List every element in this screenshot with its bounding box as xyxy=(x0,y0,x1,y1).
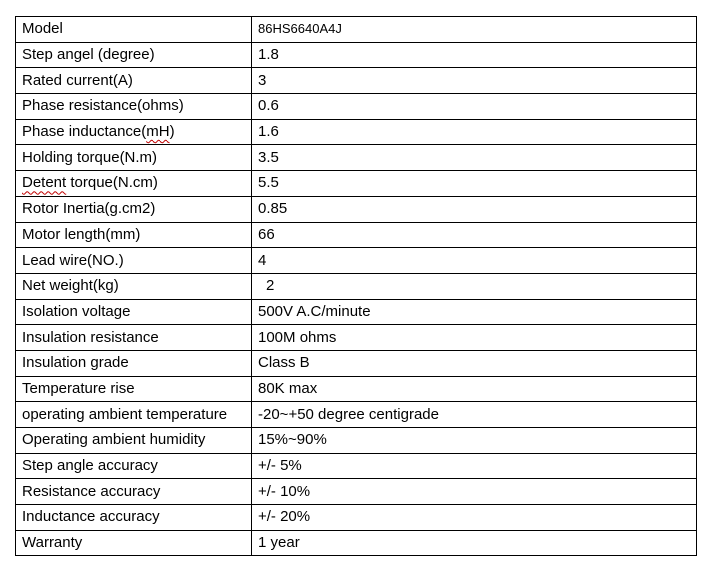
table-row: Holding torque(N.m) 3.5 xyxy=(15,144,697,172)
spec-label: Step angle accuracy xyxy=(15,452,252,480)
table-row: Lead wire(NO.) 4 xyxy=(15,247,697,274)
spec-value: 0.85 xyxy=(251,195,697,223)
spec-value: 500V A.C/minute xyxy=(251,298,697,326)
spec-value: 3.5 xyxy=(251,144,697,172)
spellcheck-underlined-word: Detent xyxy=(22,174,67,192)
table-row: Insulation resistance 100M ohms xyxy=(15,324,697,351)
spec-label: Detent torque(N.cm) xyxy=(15,170,252,197)
spec-value: +/- 5% xyxy=(251,452,697,480)
spec-value: 5.5 xyxy=(251,170,697,197)
table-row: Detent torque(N.cm) 5.5 xyxy=(15,170,697,197)
spec-label: operating ambient temperature xyxy=(15,401,252,428)
table-row: Resistance accuracy +/- 10% xyxy=(15,478,697,506)
spellcheck-underlined-word: mH xyxy=(146,123,170,141)
spec-value: 3 xyxy=(251,67,697,95)
spec-label-part: ) xyxy=(169,123,175,141)
spec-value: Class B xyxy=(251,349,697,377)
spec-value: 4 xyxy=(251,247,697,274)
table-row: Rotor Inertia(g.cm2) 0.85 xyxy=(15,195,697,223)
spec-value: 80K max xyxy=(251,375,697,403)
spec-label-part: torque(N.cm) xyxy=(66,174,158,192)
spec-label: Rotor Inertia(g.cm2) xyxy=(15,195,252,223)
spec-label: Temperature rise xyxy=(15,375,252,403)
table-row: Inductance accuracy +/- 20% xyxy=(15,504,697,531)
spec-label: Isolation voltage xyxy=(15,298,252,326)
spec-label: Holding torque(N.m) xyxy=(15,144,252,172)
spec-value: 1 year xyxy=(251,529,697,557)
spec-label: Insulation resistance xyxy=(15,324,252,351)
table-row: Phase resistance(ohms) 0.6 xyxy=(15,93,697,120)
spec-label: Resistance accuracy xyxy=(15,478,252,506)
spec-value: 1.6 xyxy=(251,118,697,146)
table-row: Isolation voltage 500V A.C/minute xyxy=(15,298,697,326)
spec-value: 100M ohms xyxy=(251,324,697,351)
table-row: Phase inductance(mH) 1.6 xyxy=(15,118,697,146)
table-row: Model 86HS6640A4J xyxy=(15,16,697,43)
table-row: operating ambient temperature -20~+50 de… xyxy=(15,401,697,428)
table-row: Insulation grade Class B xyxy=(15,349,697,377)
spec-value: -20~+50 degree centigrade xyxy=(251,401,697,428)
table-row: Operating ambient humidity 15%~90% xyxy=(15,427,697,454)
spec-label: Phase resistance(ohms) xyxy=(15,93,252,120)
spec-label: Model xyxy=(15,16,252,43)
spec-value: +/- 10% xyxy=(251,478,697,506)
spec-label: Rated current(A) xyxy=(15,67,252,95)
table-row: Rated current(A) 3 xyxy=(15,67,697,95)
spec-label: Phase inductance(mH) xyxy=(15,118,252,146)
spec-label: Lead wire(NO.) xyxy=(15,247,252,274)
table-row: Warranty 1 year xyxy=(15,529,697,557)
spec-label: Step angel (degree) xyxy=(15,41,252,69)
table-row: Motor length(mm) 66 xyxy=(15,221,697,249)
table-row: Net weight(kg) 2 xyxy=(15,272,697,300)
spec-label: Operating ambient humidity xyxy=(15,427,252,454)
spec-value: +/- 20% xyxy=(251,504,697,531)
table-row: Step angel (degree) 1.8 xyxy=(15,41,697,69)
spec-value: 15%~90% xyxy=(251,427,697,454)
spec-label-part: Phase inductance( xyxy=(22,123,147,141)
spec-label: Insulation grade xyxy=(15,349,252,377)
spec-table: Model 86HS6640A4J Step angel (degree) 1.… xyxy=(15,16,697,557)
spec-value: 1.8 xyxy=(251,41,697,69)
table-row: Temperature rise 80K max xyxy=(15,375,697,403)
spec-label: Net weight(kg) xyxy=(15,272,252,300)
table-row: Step angle accuracy +/- 5% xyxy=(15,452,697,480)
spec-label: Motor length(mm) xyxy=(15,221,252,249)
spec-label: Inductance accuracy xyxy=(15,504,252,531)
spec-value: 66 xyxy=(251,221,697,249)
spec-value: 0.6 xyxy=(251,93,697,120)
spec-value: 2 xyxy=(251,272,697,300)
spec-value: 86HS6640A4J xyxy=(251,16,697,43)
spec-label: Warranty xyxy=(15,529,252,557)
